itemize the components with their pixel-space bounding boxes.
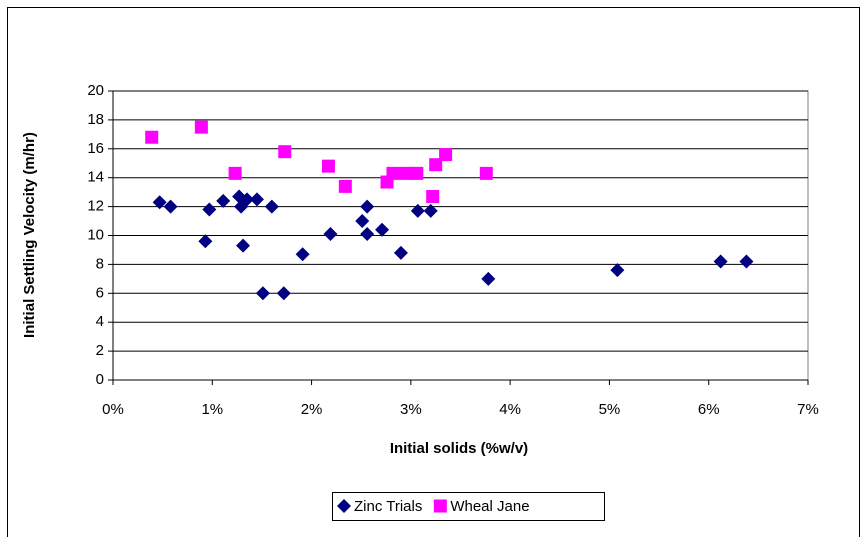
data-point — [355, 214, 370, 229]
data-point — [163, 199, 178, 214]
data-point — [145, 130, 159, 144]
y-tick-label: 14 — [87, 169, 104, 186]
legend-marker — [433, 499, 447, 513]
y-tick-label: 10 — [87, 226, 104, 243]
data-point — [321, 159, 335, 173]
data-point — [228, 166, 242, 180]
data-point — [410, 166, 424, 180]
data-point — [295, 247, 310, 262]
data-point — [240, 192, 255, 207]
data-point — [423, 203, 438, 218]
data-point — [439, 148, 453, 162]
x-tick-label: 1% — [201, 401, 223, 418]
data-point — [393, 245, 408, 260]
y-tick-label: 20 — [87, 82, 104, 99]
y-tick-label: 0 — [96, 371, 104, 388]
data-point — [255, 286, 270, 301]
y-tick-label: 6 — [96, 284, 104, 301]
data-point — [152, 195, 167, 210]
data-point — [410, 203, 425, 218]
data-point — [481, 271, 496, 286]
data-point — [386, 166, 400, 180]
data-point — [264, 199, 279, 214]
data-point — [276, 286, 291, 301]
data-point — [278, 145, 292, 159]
y-tick-label: 4 — [96, 313, 104, 330]
data-point — [360, 227, 375, 242]
data-point — [360, 199, 375, 214]
legend-label: Wheal Jane — [450, 498, 529, 515]
x-tick-label: 7% — [797, 401, 819, 418]
data-point — [739, 254, 754, 269]
x-tick-label: 2% — [301, 401, 323, 418]
data-point — [429, 158, 443, 172]
data-point — [610, 263, 625, 278]
data-point — [375, 222, 390, 237]
y-tick-label: 18 — [87, 111, 104, 128]
data-point — [249, 192, 264, 207]
y-tick-label: 12 — [87, 198, 104, 215]
x-tick-label: 5% — [599, 401, 621, 418]
data-point — [198, 234, 213, 249]
data-point — [323, 227, 338, 242]
data-point — [236, 238, 251, 253]
legend — [332, 492, 605, 521]
y-tick-label: 2 — [96, 342, 104, 359]
data-point — [338, 179, 352, 193]
data-point — [399, 166, 413, 180]
x-tick-label: 4% — [499, 401, 521, 418]
x-tick-label: 0% — [102, 401, 124, 418]
y-axis-label: Initial Settling Velocity (m/hr) — [21, 132, 38, 338]
data-point — [194, 120, 208, 134]
y-tick-label: 8 — [96, 255, 104, 272]
y-tick-label: 16 — [87, 140, 104, 157]
x-tick-label: 6% — [698, 401, 720, 418]
data-point — [426, 189, 440, 203]
legend-marker — [337, 499, 351, 513]
data-point — [216, 193, 231, 208]
data-point — [713, 254, 728, 269]
x-axis-label: Initial solids (%w/v) — [390, 440, 528, 457]
data-point — [479, 166, 493, 180]
legend-label: Zinc Trials — [354, 498, 422, 515]
x-tick-label: 3% — [400, 401, 422, 418]
data-point — [202, 202, 217, 217]
